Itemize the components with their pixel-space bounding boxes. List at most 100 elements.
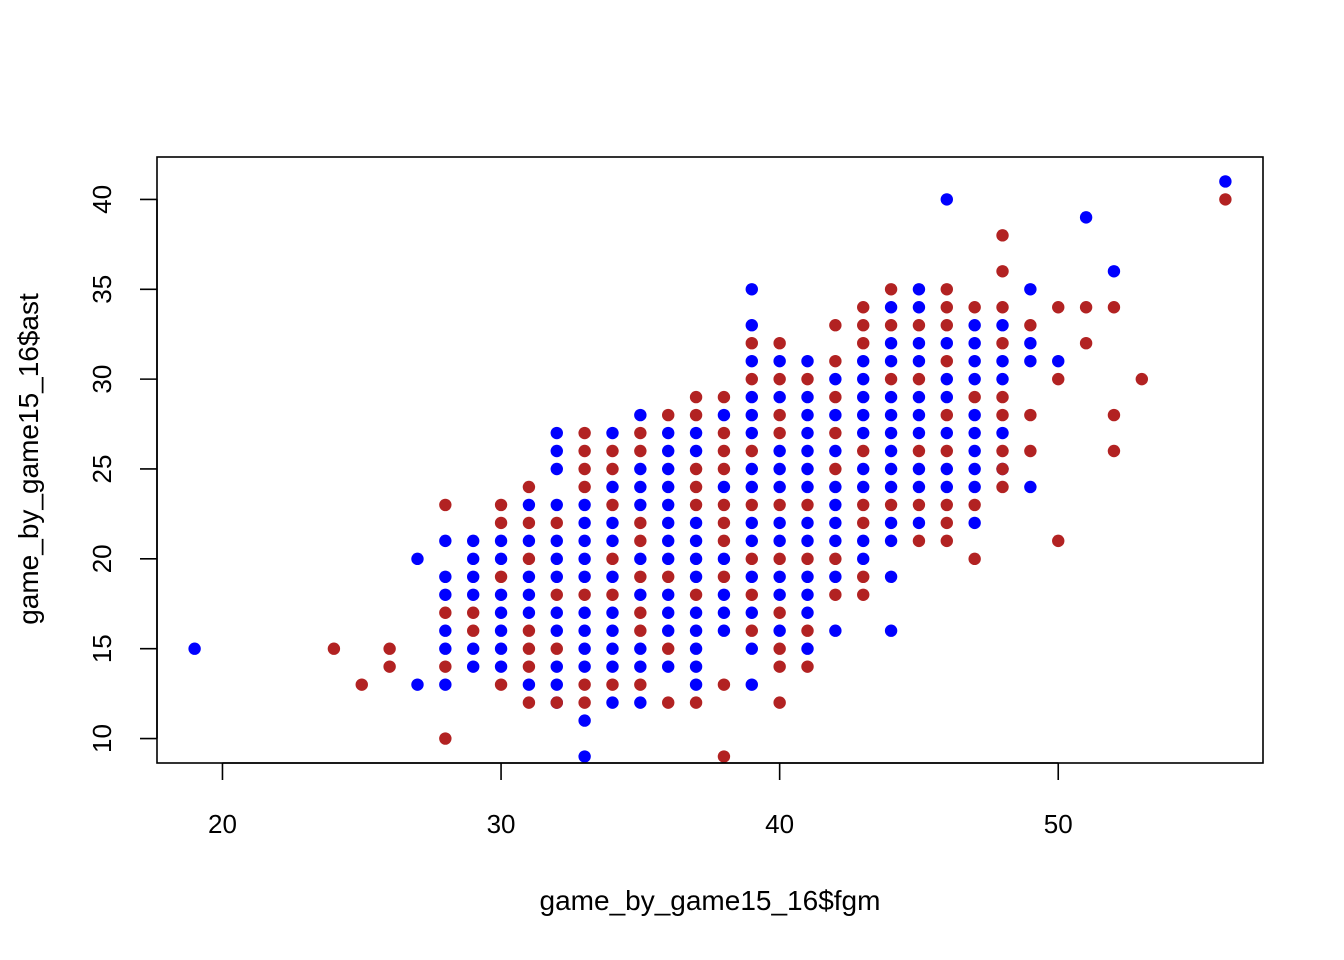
data-point bbox=[689, 408, 703, 422]
data-point bbox=[467, 570, 480, 584]
data-point bbox=[411, 552, 424, 566]
data-point bbox=[411, 678, 424, 691]
data-point bbox=[188, 642, 201, 655]
data-point bbox=[940, 516, 953, 530]
data-point bbox=[522, 570, 536, 584]
data-point bbox=[857, 444, 870, 458]
data-point bbox=[996, 462, 1009, 476]
data-point bbox=[968, 516, 981, 530]
data-point bbox=[634, 408, 647, 422]
y-tick-label: 15 bbox=[87, 634, 117, 663]
data-point bbox=[550, 588, 563, 601]
data-point bbox=[494, 588, 508, 601]
data-point bbox=[773, 642, 786, 655]
data-point bbox=[662, 660, 675, 673]
data-point bbox=[1052, 372, 1065, 386]
data-point bbox=[1052, 354, 1065, 368]
data-point bbox=[467, 624, 480, 637]
data-point bbox=[439, 732, 452, 745]
data-point bbox=[801, 606, 814, 619]
y-tick-label: 10 bbox=[87, 724, 117, 753]
data-point bbox=[801, 480, 814, 494]
data-point bbox=[1107, 408, 1121, 422]
data-point bbox=[634, 498, 647, 512]
data-point bbox=[578, 750, 591, 763]
data-point bbox=[550, 696, 563, 709]
data-point bbox=[717, 390, 731, 404]
data-point bbox=[717, 750, 731, 763]
data-point bbox=[773, 372, 786, 386]
data-point bbox=[996, 408, 1009, 422]
data-point bbox=[662, 462, 675, 476]
data-point bbox=[439, 534, 452, 548]
data-point bbox=[940, 426, 953, 440]
data-point bbox=[940, 480, 953, 494]
data-point bbox=[634, 516, 647, 530]
data-point bbox=[996, 480, 1009, 494]
data-point bbox=[884, 480, 898, 494]
data-point bbox=[606, 462, 619, 476]
data-point bbox=[578, 642, 591, 655]
data-point bbox=[1079, 301, 1093, 314]
data-point bbox=[606, 444, 619, 458]
data-point bbox=[662, 516, 675, 530]
data-point bbox=[1219, 175, 1232, 188]
data-point bbox=[689, 570, 703, 584]
data-point bbox=[745, 336, 758, 350]
data-point bbox=[550, 570, 563, 584]
data-point bbox=[912, 534, 926, 548]
y-axis: 10 15 20 25 30 35 40 bbox=[87, 185, 158, 753]
data-point bbox=[968, 390, 981, 404]
data-point bbox=[522, 660, 536, 673]
data-point bbox=[717, 552, 731, 566]
data-point bbox=[550, 444, 563, 458]
data-point bbox=[689, 696, 703, 709]
data-point bbox=[606, 570, 619, 584]
data-point bbox=[383, 642, 396, 655]
data-point bbox=[662, 534, 675, 548]
data-point bbox=[550, 552, 563, 566]
data-point bbox=[857, 462, 870, 476]
data-point bbox=[1024, 336, 1037, 350]
data-point bbox=[383, 660, 396, 673]
data-point bbox=[940, 390, 953, 404]
data-point bbox=[857, 390, 870, 404]
data-point bbox=[940, 498, 953, 512]
data-point bbox=[829, 390, 842, 404]
data-point bbox=[606, 588, 619, 601]
data-point bbox=[355, 678, 368, 691]
data-point bbox=[801, 426, 814, 440]
data-point bbox=[745, 390, 758, 404]
data-point bbox=[996, 301, 1009, 314]
data-point bbox=[467, 642, 480, 655]
data-point bbox=[606, 516, 619, 530]
data-point bbox=[940, 444, 953, 458]
data-point bbox=[857, 336, 870, 350]
data-point bbox=[717, 606, 731, 619]
data-point bbox=[912, 426, 926, 440]
data-point bbox=[689, 444, 703, 458]
data-point bbox=[996, 229, 1009, 242]
data-point bbox=[773, 336, 786, 350]
data-point bbox=[801, 516, 814, 530]
data-point bbox=[745, 606, 758, 619]
data-point bbox=[829, 552, 842, 566]
data-point bbox=[467, 552, 480, 566]
data-point bbox=[745, 642, 758, 655]
data-point bbox=[884, 372, 898, 386]
data-point bbox=[912, 516, 926, 530]
data-point bbox=[634, 534, 647, 548]
data-point bbox=[467, 534, 480, 548]
data-point bbox=[745, 462, 758, 476]
data-point bbox=[857, 516, 870, 530]
data-point bbox=[884, 462, 898, 476]
data-point bbox=[857, 498, 870, 512]
data-point bbox=[968, 552, 981, 566]
data-point bbox=[912, 372, 926, 386]
data-point bbox=[717, 498, 731, 512]
data-point bbox=[773, 408, 786, 422]
data-point bbox=[745, 283, 758, 296]
data-point bbox=[912, 301, 926, 314]
data-point bbox=[550, 606, 563, 619]
